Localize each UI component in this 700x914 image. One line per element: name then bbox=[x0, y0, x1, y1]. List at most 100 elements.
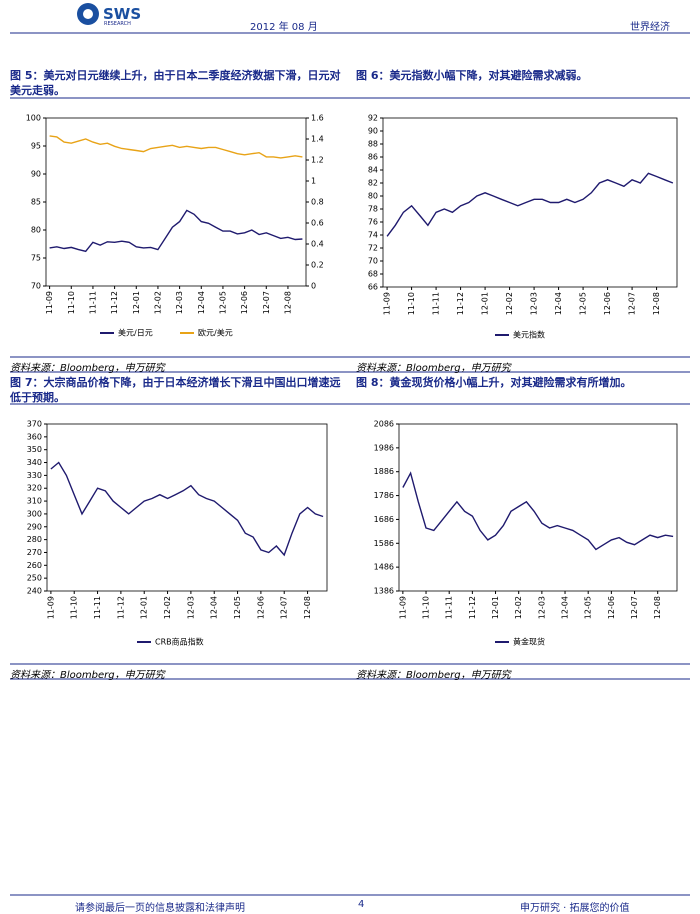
logo-icon-inner bbox=[83, 9, 93, 19]
x-tick-label: 12-04 bbox=[554, 292, 563, 315]
y2-tick-label: 1.6 bbox=[311, 114, 324, 123]
x-tick-label: 12-06 bbox=[256, 596, 265, 619]
y-tick-label: 70 bbox=[368, 257, 378, 266]
data-line bbox=[50, 461, 324, 557]
x-tick-label: 11-10 bbox=[407, 292, 416, 315]
y-tick-label: 84 bbox=[368, 166, 378, 175]
y-tick-label: 74 bbox=[368, 231, 378, 240]
x-tick-label: 12-02 bbox=[505, 292, 514, 315]
x-tick-label: 12-08 bbox=[303, 596, 312, 619]
y-tick-label: 330 bbox=[27, 471, 42, 480]
y2-tick-label: 1.2 bbox=[311, 156, 324, 165]
data-line bbox=[386, 172, 674, 237]
x-tick-label: 12-08 bbox=[653, 596, 662, 619]
y2-tick-label: 0.4 bbox=[311, 240, 324, 249]
x-tick-label: 12-01 bbox=[132, 291, 141, 314]
x-tick-label: 11-09 bbox=[383, 292, 392, 315]
y-tick-label: 310 bbox=[27, 497, 42, 506]
figure-caption: 图 7：大宗商品价格下降，由于日本经济增长下滑且中国出口增速远低于预期。 bbox=[10, 376, 341, 404]
x-tick-label: 11-11 bbox=[93, 596, 102, 619]
page-number: 4 bbox=[358, 899, 365, 910]
y-tick-label: 1886 bbox=[374, 467, 394, 476]
x-tick-label: 12-06 bbox=[240, 291, 249, 314]
y-tick-label: 95 bbox=[31, 142, 41, 151]
x-tick-label: 12-02 bbox=[153, 291, 162, 314]
x-tick-label: 11-10 bbox=[70, 596, 79, 619]
x-tick-label: 12-05 bbox=[584, 596, 593, 619]
legend-label: 美元指数 bbox=[513, 330, 545, 340]
figure-caption: 图 5：美元对日元继续上升，由于日本二季度经济数据下滑，日元对美元走弱。 bbox=[10, 69, 341, 97]
data-line bbox=[402, 471, 674, 551]
y-tick-label: 66 bbox=[368, 283, 378, 292]
footer-disclaimer: 请参阅最后一页的信息披露和法律声明 bbox=[75, 903, 245, 914]
x-tick-label: 12-04 bbox=[197, 291, 206, 314]
y2-tick-label: 0.6 bbox=[311, 219, 324, 228]
y-tick-label: 290 bbox=[27, 522, 42, 531]
figure-caption: 图 6：美元指数小幅下降，对其避险需求减弱。 bbox=[356, 69, 588, 82]
y-tick-label: 320 bbox=[27, 484, 42, 493]
x-tick-label: 11-09 bbox=[45, 291, 54, 314]
y-tick-label: 340 bbox=[27, 458, 42, 467]
logo-text: SWS bbox=[103, 5, 142, 23]
y-tick-label: 92 bbox=[368, 114, 378, 123]
y-tick-label: 350 bbox=[27, 445, 42, 454]
footer-slogan: 申万研究 · 拓展您的价值 bbox=[520, 903, 630, 914]
x-tick-label: 12-01 bbox=[481, 292, 490, 315]
y-tick-label: 360 bbox=[27, 432, 42, 441]
y-tick-label: 1686 bbox=[374, 515, 394, 524]
x-tick-label: 12-03 bbox=[175, 291, 184, 314]
y-tick-label: 90 bbox=[31, 170, 41, 179]
y-tick-label: 72 bbox=[368, 244, 378, 253]
x-tick-label: 12-01 bbox=[140, 596, 149, 619]
legend-label: 欧元/美元 bbox=[198, 328, 233, 338]
data-line bbox=[49, 135, 303, 159]
x-tick-label: 12-02 bbox=[514, 596, 523, 619]
x-tick-label: 12-08 bbox=[652, 292, 661, 315]
y-tick-label: 85 bbox=[31, 198, 41, 207]
y-tick-label: 370 bbox=[27, 420, 42, 429]
y-tick-label: 90 bbox=[368, 127, 378, 136]
plot-frame bbox=[46, 423, 328, 592]
y2-tick-label: 1.4 bbox=[311, 135, 324, 144]
x-tick-label: 11-11 bbox=[432, 292, 441, 315]
x-tick-label: 11-12 bbox=[110, 291, 119, 314]
x-tick-label: 11-10 bbox=[67, 291, 76, 314]
y-tick-label: 68 bbox=[368, 270, 378, 279]
x-tick-label: 12-08 bbox=[283, 291, 292, 314]
y-tick-label: 75 bbox=[31, 254, 41, 263]
header-date: 2012 年 08 月 bbox=[250, 22, 318, 33]
x-tick-label: 12-05 bbox=[218, 291, 227, 314]
plot-frame bbox=[382, 117, 678, 288]
y-tick-label: 100 bbox=[26, 114, 41, 123]
y-tick-label: 1586 bbox=[374, 539, 394, 548]
x-tick-label: 11-09 bbox=[398, 596, 407, 619]
x-tick-label: 12-03 bbox=[530, 292, 539, 315]
y-tick-label: 240 bbox=[27, 587, 42, 596]
y-tick-label: 260 bbox=[27, 561, 42, 570]
y-tick-label: 1986 bbox=[374, 443, 394, 452]
y-tick-label: 1386 bbox=[374, 587, 394, 596]
x-tick-label: 12-06 bbox=[607, 596, 616, 619]
x-tick-label: 11-10 bbox=[422, 596, 431, 619]
plot-frame bbox=[45, 117, 307, 287]
y-tick-label: 80 bbox=[368, 192, 378, 201]
figure-caption: 图 8：黄金现货价格小幅上升，对其避险需求有所增加。 bbox=[356, 376, 632, 389]
y-tick-label: 76 bbox=[368, 218, 378, 227]
y-tick-label: 300 bbox=[27, 509, 42, 518]
x-tick-label: 11-12 bbox=[456, 292, 465, 315]
y-tick-label: 70 bbox=[31, 282, 41, 291]
legend-label: 黄金现货 bbox=[513, 637, 545, 647]
y2-tick-label: 1 bbox=[311, 177, 316, 186]
x-tick-label: 11-11 bbox=[88, 291, 97, 314]
y2-tick-label: 0.8 bbox=[311, 198, 324, 207]
legend-label: 美元/日元 bbox=[118, 328, 153, 338]
x-tick-label: 11-11 bbox=[445, 596, 454, 619]
y-tick-label: 88 bbox=[368, 140, 378, 149]
x-tick-label: 12-03 bbox=[537, 596, 546, 619]
y-tick-label: 86 bbox=[368, 153, 378, 162]
x-tick-label: 12-05 bbox=[579, 292, 588, 315]
x-tick-label: 11-12 bbox=[116, 596, 125, 619]
x-tick-label: 12-04 bbox=[210, 596, 219, 619]
y-tick-label: 82 bbox=[368, 179, 378, 188]
x-tick-label: 12-02 bbox=[163, 596, 172, 619]
